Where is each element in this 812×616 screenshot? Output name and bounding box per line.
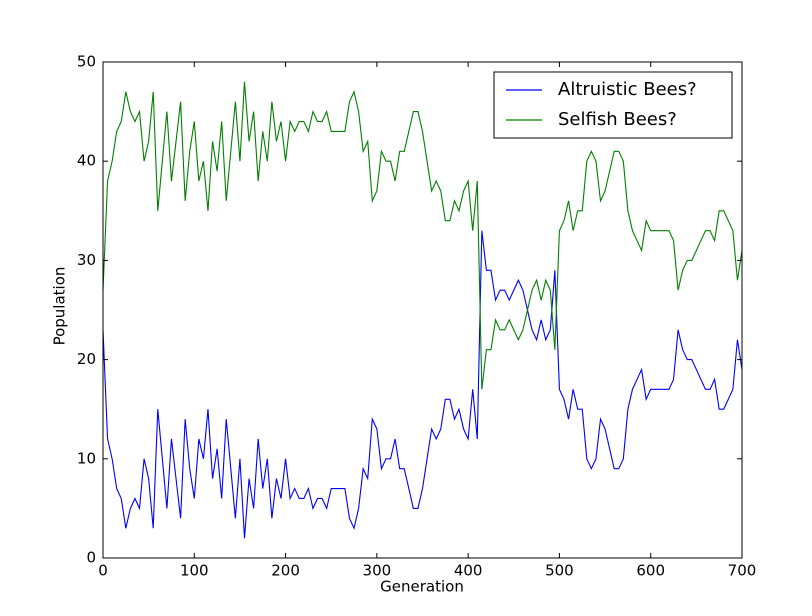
y-tick-label: 30 [77,251,96,269]
x-axis-label: Generation [380,578,464,596]
y-tick-label: 10 [77,449,96,467]
x-tick-label: 400 [454,562,483,580]
y-tick-label: 20 [77,350,96,368]
y-tick-label: 50 [77,53,96,71]
y-tick-label: 0 [86,549,96,567]
legend-label: Selfish Bees? [558,109,677,130]
x-tick-label: 700 [728,562,757,580]
plot-frame [102,61,743,559]
x-tick-label: 0 [98,562,108,580]
y-tick-label: 40 [77,152,96,170]
x-tick-label: 100 [180,562,209,580]
series-line [102,81,743,390]
y-axis-label: Population [51,267,69,346]
legend-box [493,71,733,139]
legend-label: Altruistic Bees? [558,79,697,100]
x-tick-label: 500 [545,562,574,580]
x-tick-label: 600 [636,562,665,580]
x-tick-label: 300 [363,562,392,580]
x-tick-label: 200 [271,562,300,580]
series-line [102,230,743,539]
